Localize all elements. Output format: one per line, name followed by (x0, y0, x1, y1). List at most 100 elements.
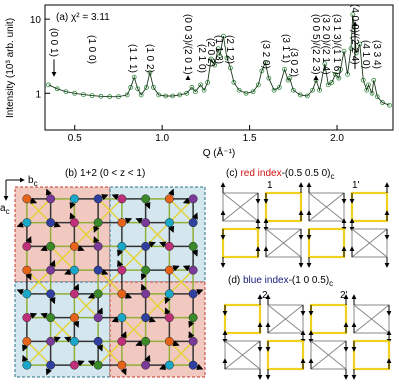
peak-label: (3 3 4) (371, 40, 382, 69)
bond (168, 340, 194, 366)
atom (117, 241, 127, 251)
atom (117, 336, 127, 346)
peak-label: (3 2 0)/(2 1 4) (320, 14, 331, 75)
data-point (282, 66, 287, 72)
peak-label: (2 0 2) (205, 38, 216, 67)
data-point (387, 102, 392, 108)
atom (188, 194, 198, 204)
atom (188, 360, 198, 370)
atom (46, 289, 56, 299)
cell (307, 227, 346, 259)
cell (350, 191, 389, 223)
atom (69, 289, 79, 299)
atom (69, 360, 79, 370)
atom (46, 336, 56, 346)
plot: 0.5 1.0 1.5 2.0 1 10 (0 0 1) (1 0 0) (1 1 1) (1 0… (30, 4, 392, 144)
cell (221, 227, 260, 259)
cell (309, 303, 348, 335)
panel-d: (d) blue index-(1 0 0.5)c 2 2' (222, 275, 392, 380)
peak-label: (3 1 3)/(1 1 6) (331, 14, 342, 75)
atom (117, 265, 127, 275)
atom (46, 313, 56, 323)
peak-label: (3 0 2) (288, 48, 299, 77)
peak-label: (3 1 1) (280, 34, 291, 63)
atom (164, 218, 174, 228)
data-point (329, 80, 335, 85)
atom (117, 218, 127, 228)
y-axis-label: Intensity (10³ arb. unit) (5, 18, 16, 118)
site-label: 2 (262, 290, 268, 301)
cell-diag (353, 304, 390, 334)
atom (117, 289, 127, 299)
atom (22, 241, 32, 251)
atom (22, 218, 32, 228)
bond (26, 269, 52, 295)
site-label: 1 (267, 180, 273, 191)
cell-diag (351, 228, 388, 258)
cell (352, 339, 391, 371)
atom (141, 241, 151, 251)
x-tick-label: 2.0 (330, 133, 344, 144)
atom (188, 289, 198, 299)
cell (266, 339, 305, 371)
panel-d-title: (d) blue index-(1 0 0.5)c (228, 275, 333, 288)
data-point (276, 85, 282, 90)
peak-label: (0 0 1) (48, 28, 59, 57)
cell (224, 340, 261, 370)
data-point (236, 87, 242, 93)
data-point (364, 87, 370, 93)
panel-c-title: (c) red index-(0.5 0.5 0)c (226, 168, 335, 181)
cell (222, 192, 259, 222)
peak-label: (4 1 0) (360, 40, 371, 69)
peak-label: (0 0 3)/(2 0 1) (182, 14, 193, 75)
bond (26, 198, 52, 224)
atom (141, 218, 151, 228)
cell-diag (308, 192, 345, 222)
atom (117, 360, 127, 370)
data-point (380, 100, 385, 105)
atom (141, 313, 151, 323)
panel-b: (b) 1+2 (0 < z < 1) bc ac (0, 168, 206, 378)
plot-frame (44, 4, 394, 131)
cell (353, 304, 390, 334)
cell (351, 228, 388, 258)
cell-diag (267, 304, 304, 334)
b-axis-label: bc (28, 175, 38, 188)
data-point (192, 89, 198, 95)
data-point (46, 82, 51, 88)
atom (93, 218, 103, 228)
cell (265, 228, 302, 258)
peak-label: (1 0 2) (144, 44, 155, 73)
atom (46, 360, 56, 370)
atom (93, 194, 103, 204)
atom (69, 194, 79, 204)
atom (164, 336, 174, 346)
atom (22, 336, 32, 346)
atom (93, 289, 103, 299)
data-point (201, 87, 207, 93)
atom (93, 241, 103, 251)
cell (264, 191, 303, 223)
atom (117, 194, 127, 204)
atom (22, 360, 32, 370)
atom (69, 218, 79, 228)
site-label: 1' (352, 180, 360, 191)
bond (168, 269, 194, 295)
atom (188, 218, 198, 228)
bond (121, 245, 147, 271)
chart-title: (a) χ² = 3.11 (56, 12, 110, 23)
peak-label: (2 1 0) (196, 44, 207, 73)
cell-diag (265, 228, 302, 258)
atom (46, 265, 56, 275)
cell-diag (310, 340, 347, 370)
data-point (266, 75, 272, 81)
data-point (135, 86, 141, 92)
data-point (310, 87, 315, 93)
bond (97, 269, 123, 295)
cell-diag (224, 340, 261, 370)
data-point (332, 71, 338, 77)
x-tick-label: 0.5 (68, 133, 82, 144)
cell-diag (222, 192, 259, 222)
atom (164, 241, 174, 251)
